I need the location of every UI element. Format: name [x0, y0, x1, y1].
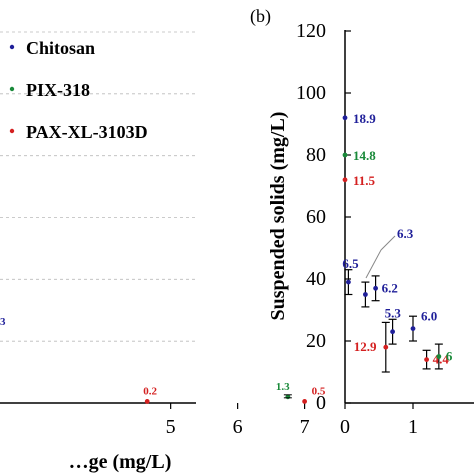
data-label: 6 [446, 349, 453, 364]
x-tick-label: 1 [408, 416, 418, 438]
data-label: 1.3 [276, 381, 290, 393]
data-point [383, 344, 389, 350]
left-x-axis-label: …ge (mg/L) [69, 451, 172, 473]
data-point [410, 326, 416, 331]
x-tick-label: 0 [340, 416, 350, 438]
right-panel: (b) 0 20 40 60 80 100 120 0 1 18.9 14.8 11.5 6.5 6.3… [250, 6, 474, 438]
data-label: 6.0 [421, 309, 437, 324]
data-label: 5.3 [385, 306, 402, 321]
data-point [342, 152, 348, 158]
data-point [346, 279, 351, 285]
legend: Chitosan PIX-318 PAX-XL-3103D [9, 38, 148, 142]
x-tick-label: 6 [233, 416, 243, 438]
data-point [363, 292, 368, 297]
data-label: 6.5 [342, 256, 359, 271]
legend-marker [9, 86, 15, 92]
data-label: 12.9 [354, 339, 377, 354]
legend-label: PAX-XL-3103D [26, 122, 148, 142]
data-point [342, 115, 348, 121]
y-tick-label: 60 [306, 206, 326, 228]
callout-leader [365, 235, 396, 279]
x-tick-label: 7 [300, 416, 310, 438]
legend-marker [9, 128, 15, 134]
data-point [436, 354, 442, 359]
y-tick-label: 0 [316, 392, 326, 414]
data-label: 6.3 [397, 226, 414, 241]
y-tick-label: 40 [306, 268, 326, 290]
legend-label: PIX-318 [26, 80, 90, 100]
x-tick-label: 5 [166, 416, 176, 438]
data-label: 3 [0, 316, 6, 328]
left-panel: 5 6 7 Chitosan PIX-318 PAX-XL-3103D 0.2 1.3 0.… [0, 31, 326, 473]
y-tick-label: 120 [296, 20, 326, 42]
legend-marker [9, 44, 15, 50]
data-point [144, 399, 150, 404]
callout-line [365, 235, 396, 279]
data-point [342, 177, 348, 183]
data-point [302, 399, 308, 404]
data-label: 0.5 [312, 385, 326, 397]
data-point [424, 357, 429, 362]
data-label: 14.8 [353, 148, 376, 163]
right-y-axis-label: Suspended solids (mg/L) [267, 112, 289, 321]
y-tick-label: 100 [296, 82, 326, 104]
data-label: 18.9 [353, 111, 376, 126]
data-label: 0.2 [143, 385, 157, 397]
data-point [390, 329, 395, 335]
data-label: 11.5 [353, 173, 376, 188]
legend-label: Chitosan [26, 38, 95, 58]
data-label: 6.2 [382, 280, 398, 295]
panel-label-b: (b) [250, 6, 271, 27]
y-tick-label: 80 [306, 144, 326, 166]
y-tick-label: 20 [306, 330, 326, 352]
data-point [373, 285, 378, 291]
